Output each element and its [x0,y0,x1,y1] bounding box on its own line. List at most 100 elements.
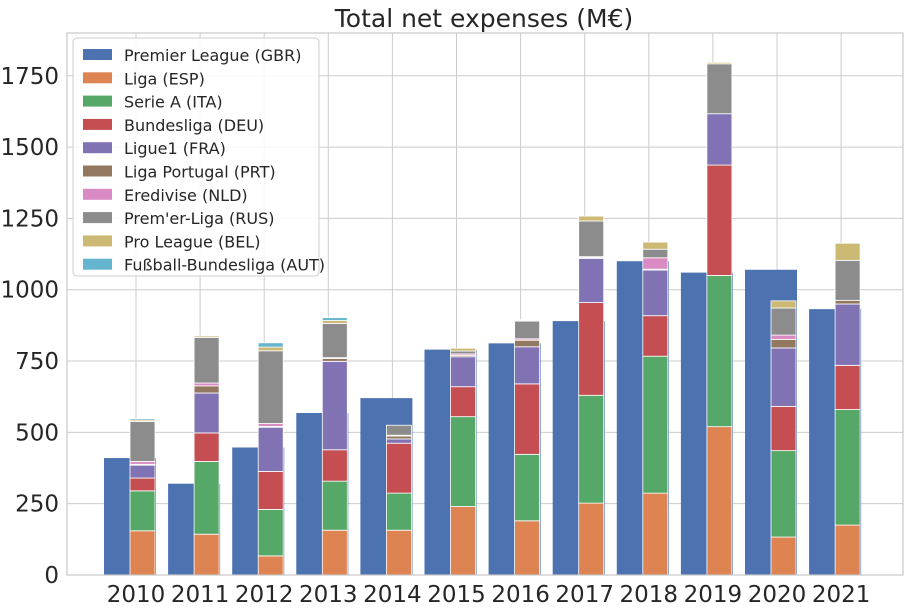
legend-label: Prem'er-Liga (RUS) [124,209,274,228]
bar-segment [770,406,797,452]
bar-segment [450,356,476,388]
y-tick-label: 1250 [0,206,59,232]
bar-segment [706,164,733,276]
bar-segment [578,257,605,303]
legend-swatch [83,212,112,224]
y-tick-label: 250 [15,492,59,518]
y-tick-label: 750 [15,349,59,375]
bar-segment [578,502,605,576]
bar-segment [129,418,156,421]
x-tick-label: 2014 [363,582,422,608]
bar-segment [385,438,412,444]
bar-layer [104,61,862,576]
bar-segment [706,61,733,65]
legend-swatch [83,165,112,177]
x-tick-label: 2018 [620,582,679,608]
bar-segment [321,320,348,324]
bar-segment [450,347,476,352]
bar-segment [129,490,156,532]
bar-segment [129,477,156,492]
bar-segment [385,529,412,576]
bar-segment [770,450,797,538]
bar-segment [642,257,669,270]
x-tick-label: 2011 [171,582,230,608]
x-tick-label: 2020 [748,582,807,608]
y-tick-label: 500 [15,420,59,446]
bar-segment [193,432,220,462]
bar-segment [514,383,540,455]
bar-segment [642,492,669,576]
bar-segment [193,335,220,338]
x-tick-label: 2021 [812,582,871,608]
bar-segment [642,269,669,317]
bar-segment [321,480,348,531]
bar-segment [193,461,220,535]
bar-segment [193,392,220,434]
legend-swatch [83,72,112,84]
chart-title: Total net expenses (M€) [334,4,634,33]
legend-label: Pro League (BEL) [124,232,260,251]
bar-segment [385,435,412,440]
bar-segment [706,63,733,115]
bar-segment [770,338,797,349]
bar-segment [578,394,605,504]
bar-segment [770,334,797,340]
x-tick-label: 2010 [107,582,166,608]
legend-swatch [83,49,112,60]
bar-segment [642,241,669,250]
bar-segment [706,426,733,576]
y-tick-label: 1500 [0,135,59,161]
legend-label: Bundesliga (DEU) [124,116,264,135]
bar-segment [257,555,284,576]
bar-segment [385,424,412,436]
bar-segment [578,220,605,258]
legend-swatch [83,118,112,130]
bar-segment [129,530,156,576]
bar-segment [193,336,220,384]
bar-segment [385,492,412,531]
bar-segment [642,355,669,494]
bar-segment [834,242,861,261]
bar-segment [257,423,284,427]
legend-label: Premier League (GBR) [124,46,301,65]
legend-swatch [83,258,112,270]
bar-segment [450,506,476,576]
legend-swatch [83,188,112,200]
bar-segment [834,409,861,526]
bar-segment [450,386,476,418]
bar-segment [321,358,348,362]
bar-segment [578,215,605,222]
bar-segment [193,382,220,387]
bar-segment [321,322,348,359]
x-tick-label: 2012 [235,582,294,608]
bar-segment [257,471,284,510]
legend-swatch [83,142,112,154]
bar-segment [642,315,669,357]
bar-segment [450,416,476,507]
x-axis-ticks: 2010 2011 2012 2013 2014 2015 2016 2017 2018 2019… [107,582,871,608]
bar-segment [514,339,540,348]
legend-swatch [83,235,112,247]
bar-segment [834,259,861,301]
bar-segment [321,360,348,451]
bar-segment [706,113,733,166]
bar-segment [514,320,540,340]
legend-label: Fußball-Bundesliga (AUT) [124,256,325,275]
bar-segment [514,346,540,385]
legend-label: Liga Portugal (PRT) [124,163,276,182]
y-axis-ticks: 0 250 500 750 1000 1250 1500 1750 [0,64,59,589]
bar-segment [834,364,861,410]
bar-segment [257,508,284,557]
x-tick-label: 2013 [299,582,358,608]
y-tick-label: 1750 [0,64,59,90]
legend-label: Serie A (ITA) [124,93,223,112]
bar-segment [385,442,412,494]
bar-segment [193,533,220,576]
x-tick-label: 2017 [555,582,614,608]
bar-segment [129,461,156,465]
bar-segment [321,529,348,576]
bar-segment [514,453,540,522]
legend-swatch [83,95,112,107]
x-tick-label: 2016 [491,582,550,608]
